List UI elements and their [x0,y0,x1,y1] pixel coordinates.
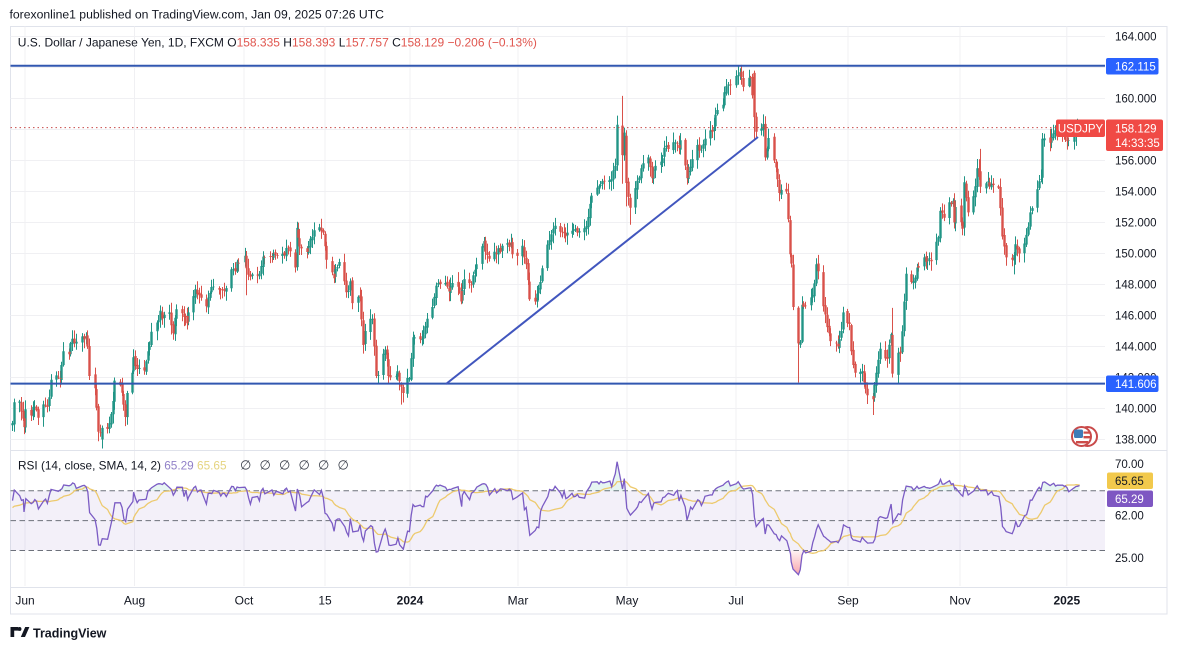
svg-text:146.000: 146.000 [1115,311,1157,323]
svg-text:62.00: 62.00 [1115,511,1144,523]
svg-text:65.65: 65.65 [1115,476,1144,488]
svg-text:∅: ∅ [279,458,290,473]
svg-text:∅: ∅ [240,458,251,473]
svg-text:148.000: 148.000 [1115,280,1157,292]
svg-text:156.000: 156.000 [1115,156,1157,168]
svg-text:RSI (14, close, SMA, 14, 2) 65: RSI (14, close, SMA, 14, 2) 65.29 65.65 [18,459,227,473]
svg-text:70.00: 70.00 [1115,459,1144,471]
svg-text:154.000: 154.000 [1115,187,1157,199]
svg-text:138.000: 138.000 [1115,435,1157,447]
svg-text:Nov: Nov [949,594,970,608]
svg-text:Jun: Jun [15,594,34,608]
svg-text:Mar: Mar [508,594,529,608]
svg-text:141.606: 141.606 [1115,379,1157,391]
svg-text:25.00: 25.00 [1115,553,1144,565]
svg-text:Aug: Aug [124,594,145,608]
svg-text:TradingView: TradingView [33,627,107,641]
svg-text:140.000: 140.000 [1115,404,1157,416]
svg-text:Oct: Oct [235,594,254,608]
svg-text:160.000: 160.000 [1115,94,1157,106]
svg-text:∅: ∅ [338,458,349,473]
svg-text:65.29: 65.29 [1115,494,1144,506]
svg-text:∅: ∅ [299,458,310,473]
svg-text:U.S. Dollar / Japanese Yen, 1D: U.S. Dollar / Japanese Yen, 1D, FXCM O15… [18,36,537,50]
svg-text:Sep: Sep [837,594,859,608]
svg-text:Jul: Jul [728,594,743,608]
svg-text:∅: ∅ [260,458,271,473]
svg-text:152.000: 152.000 [1115,218,1157,230]
svg-text:14:33:35: 14:33:35 [1115,138,1160,150]
svg-text:164.000: 164.000 [1115,32,1157,44]
svg-text:May: May [616,594,639,608]
svg-text:150.000: 150.000 [1115,249,1157,261]
svg-text:forexonline1 published on Trad: forexonline1 published on TradingView.co… [10,8,385,22]
svg-text:USDJPY: USDJPY [1058,124,1104,136]
svg-text:2024: 2024 [397,594,424,608]
svg-text:15: 15 [318,594,332,608]
svg-text:2025: 2025 [1053,594,1080,608]
svg-text:∅: ∅ [318,458,329,473]
svg-text:162.115: 162.115 [1115,62,1156,74]
svg-text:144.000: 144.000 [1115,342,1157,354]
svg-text:158.129: 158.129 [1115,124,1157,136]
